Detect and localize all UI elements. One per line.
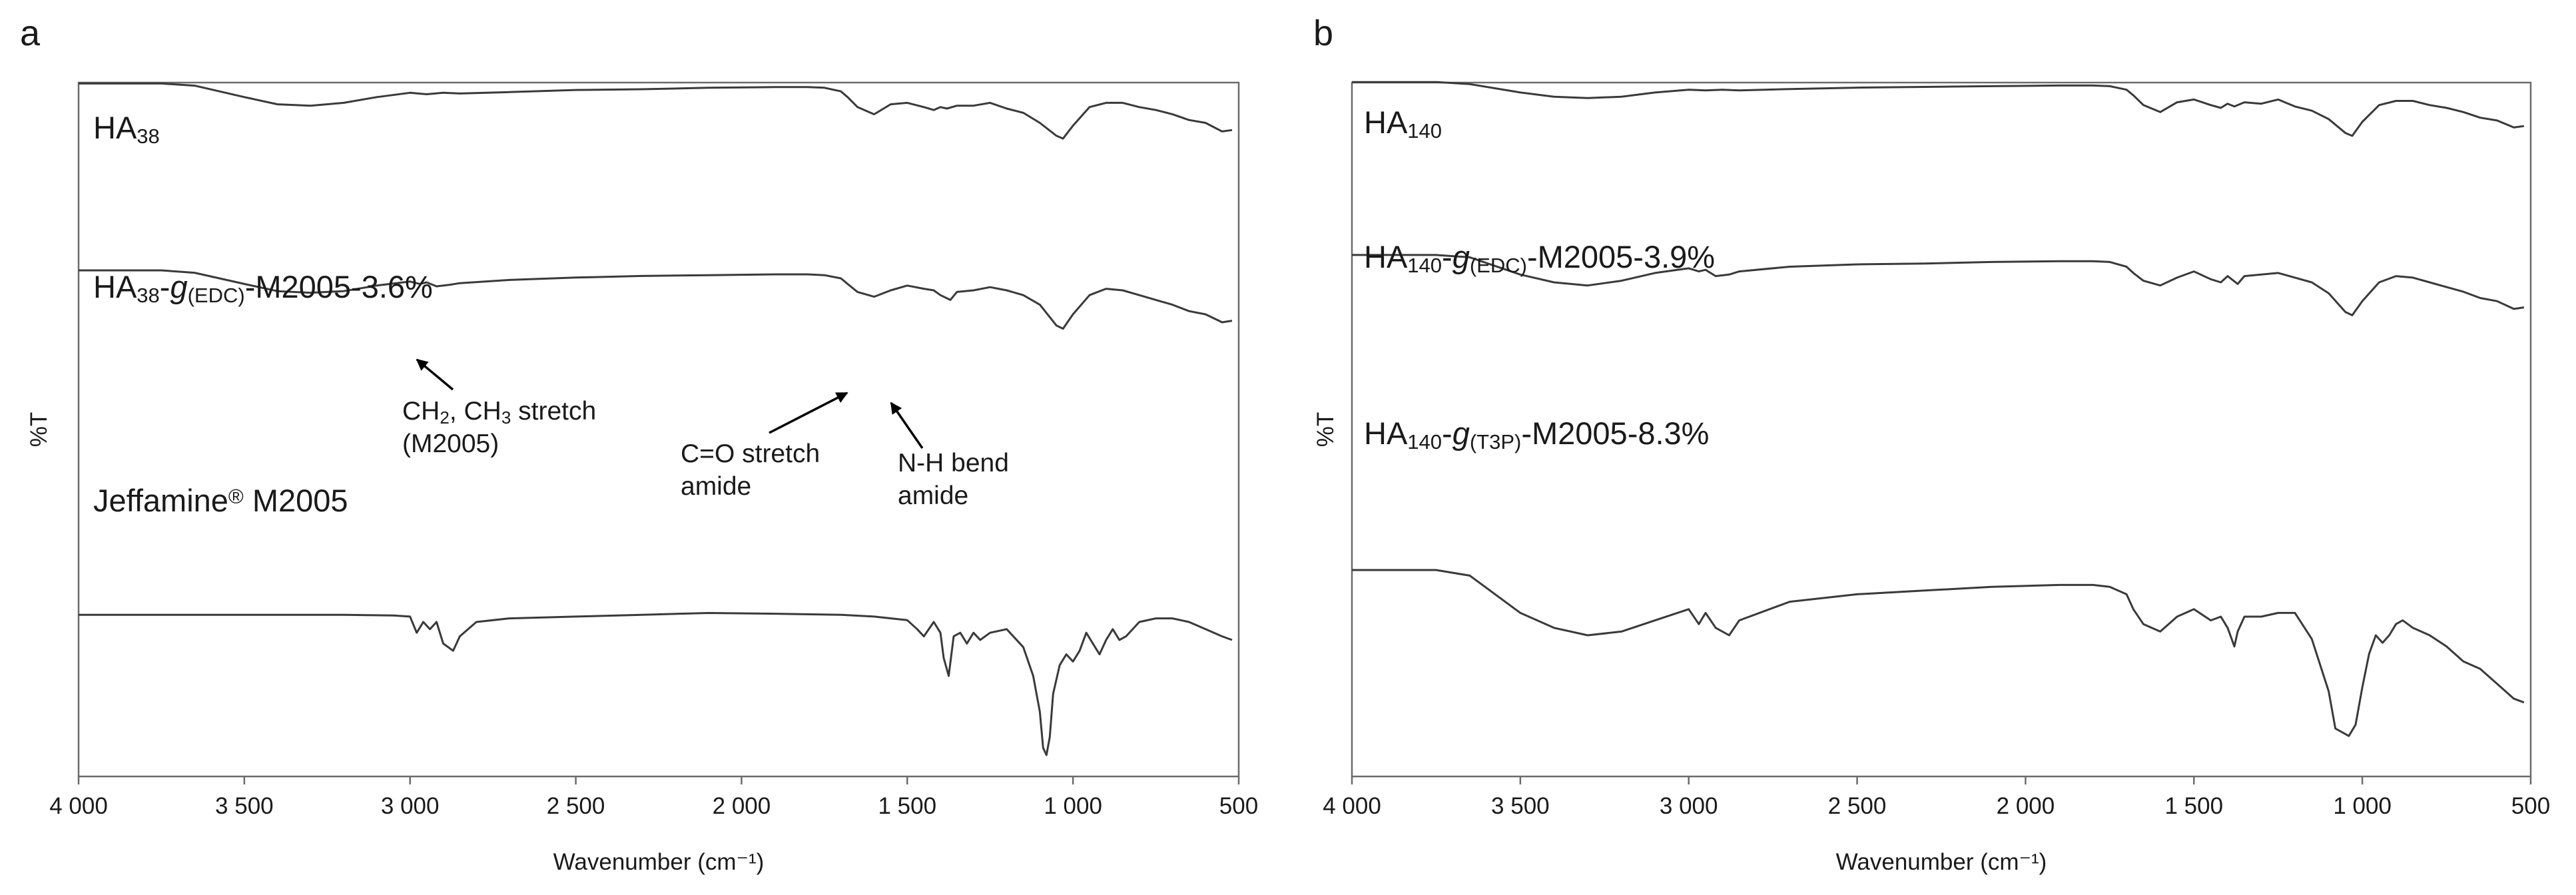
label-fragment: amide	[898, 481, 968, 510]
series-line-ha140-edc	[1352, 254, 2525, 316]
series-label-ha140: HA140	[1364, 105, 1442, 143]
panel-a-chart: a 4 000 3 500 3 000 2 500 2 000 1 500 1 000 500…	[20, 13, 1258, 875]
label-fragment: -	[160, 269, 170, 304]
label-fragment: HA	[93, 110, 137, 145]
annotation-line: C=O stretch	[681, 440, 820, 468]
label-fragment: 140	[1407, 254, 1442, 277]
series-line-jeffamine	[79, 612, 1233, 756]
x-tick-label: 4 000	[1323, 793, 1381, 819]
panel-b-plot-frame	[1351, 81, 2532, 778]
x-tick-label: 3 000	[381, 793, 440, 819]
annotation-line: (M2005)	[402, 430, 499, 458]
annotation-arrow-ch-stretch	[416, 358, 454, 391]
annotation-nh-bend: N-H bend amide	[898, 449, 1009, 510]
label-fragment: 3	[501, 408, 511, 428]
series-label-ha38: HA38	[93, 110, 160, 148]
series-label-ha38-edc: HA38-g(EDC)-M2005-3.6%	[93, 269, 433, 307]
x-tick-label: 500	[2511, 793, 2550, 819]
panel-a-series-lines	[79, 82, 1233, 756]
x-tick-label: 2 500	[1828, 793, 1887, 819]
label-fragment: -M2005-8.3%	[1521, 416, 1709, 451]
annotation-line: CH2, CH3 stretch	[402, 397, 596, 428]
panel-a-y-axis-label: %T	[26, 412, 52, 448]
x-tick-label: 3 500	[1491, 793, 1550, 819]
label-fragment: -M2005-3.6%	[245, 269, 433, 304]
annotation-arrow-co-stretch	[769, 392, 848, 434]
label-fragment: -	[1442, 416, 1452, 451]
label-fragment: Jeffamine	[93, 483, 228, 518]
label-fragment: HA	[1364, 416, 1408, 451]
label-fragment: (EDC)	[188, 284, 245, 307]
label-fragment: ®	[228, 485, 244, 508]
series-line-ha140-t3p	[1352, 569, 2525, 737]
annotation-arrow-nh-bend	[890, 402, 924, 449]
x-tick-label: 4 000	[49, 793, 108, 819]
label-fragment: M2005	[244, 483, 348, 518]
x-tick-label: 2 500	[547, 793, 605, 819]
series-label-ha140-t3p: HA140-g(T3P)-M2005-8.3%	[1364, 416, 1709, 453]
x-tick-label: 2 000	[713, 793, 771, 819]
panel-b-series-lines	[1352, 81, 2525, 737]
annotation-line: amide	[681, 472, 751, 501]
label-fragment: (M2005)	[402, 430, 499, 458]
series-label-ha140-edc: HA140-g(EDC)-M2005-3.9%	[1364, 239, 1715, 277]
panel-a-letter: a	[20, 13, 41, 53]
label-fragment: HA	[1364, 105, 1408, 140]
x-tick-label: 1 000	[1044, 793, 1102, 819]
x-tick-label: 3 500	[215, 793, 274, 819]
label-fragment: -M2005-3.9%	[1527, 239, 1715, 274]
label-fragment: -	[1442, 239, 1452, 274]
series-line-ha38	[79, 82, 1233, 140]
x-tick-label: 1 000	[2333, 793, 2392, 819]
label-fragment: CH	[402, 397, 440, 426]
annotation-co-stretch: C=O stretch amide	[681, 440, 820, 501]
x-tick-label: 3 000	[1660, 793, 1718, 819]
x-tick-label: 500	[1219, 793, 1258, 819]
panel-a-plot-frame	[77, 81, 1240, 778]
panel-b-x-axis-label: Wavenumber (cm⁻¹)	[1836, 849, 2047, 875]
label-fragment: stretch	[511, 397, 596, 426]
panel-a-annotations: CH2, CH3 stretch (M2005) C=O stretch amide…	[402, 358, 1009, 510]
series-line-ha140	[1352, 81, 2525, 137]
panel-b-series-labels: HA140 HA140-g(EDC)-M2005-3.9% HA140-g(T3…	[1364, 105, 1715, 453]
label-fragment: 38	[137, 284, 159, 307]
panel-a-x-ticks: 4 000 3 500 3 000 2 500 2 000 1 500 1 000 500	[49, 776, 1258, 819]
label-fragment: g	[1452, 239, 1470, 274]
panel-b-y-axis-label: %T	[1313, 412, 1339, 448]
label-fragment: C=O stretch	[681, 440, 820, 468]
label-fragment: 140	[1407, 430, 1442, 453]
label-fragment: (T3P)	[1470, 430, 1522, 453]
label-fragment: N-H bend	[898, 449, 1009, 477]
x-tick-label: 2 000	[1997, 793, 2055, 819]
label-fragment: HA	[93, 269, 137, 304]
panel-a-series-labels: HA38 HA38-g(EDC)-M2005-3.6% Jeffamine® M…	[93, 110, 433, 518]
label-fragment: amide	[681, 472, 751, 501]
label-fragment: 2	[440, 408, 449, 428]
series-line-ha38-edc	[79, 269, 1233, 330]
label-fragment: , CH	[450, 397, 501, 426]
label-fragment: HA	[1364, 239, 1408, 274]
panel-b-x-ticks: 4 000 3 500 3 000 2 500 2 000 1 500 1 000 500	[1323, 776, 2550, 819]
label-fragment: 140	[1407, 119, 1442, 143]
annotation-line: N-H bend	[898, 449, 1009, 477]
panel-b-letter: b	[1313, 13, 1333, 53]
panel-b-chart: b 4 000 3 500 3 000 2 500 2 000 1 500 1 000 500…	[1313, 13, 2550, 875]
x-tick-label: 1 500	[878, 793, 936, 819]
panel-a-x-axis-label: Wavenumber (cm⁻¹)	[553, 849, 765, 875]
label-fragment: (EDC)	[1470, 254, 1527, 277]
label-fragment: g	[1452, 416, 1470, 451]
x-tick-label: 1 500	[2164, 793, 2223, 819]
label-fragment: 38	[137, 125, 159, 148]
annotation-line: amide	[898, 481, 968, 510]
series-label-jeffamine: Jeffamine® M2005	[93, 483, 348, 518]
annotation-ch-stretch: CH2, CH3 stretch (M2005)	[402, 397, 596, 458]
label-fragment: g	[170, 269, 187, 304]
